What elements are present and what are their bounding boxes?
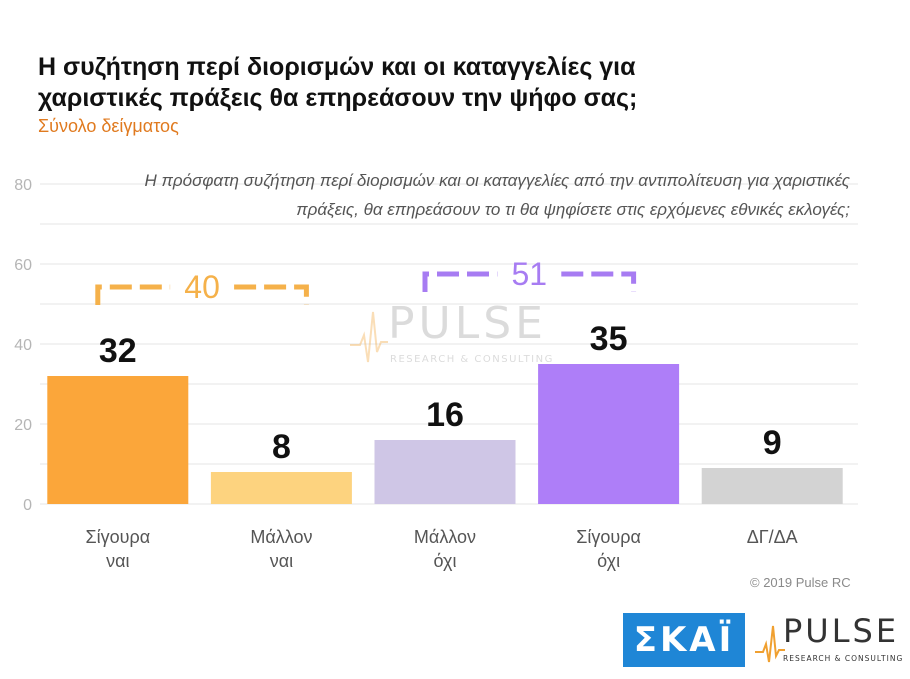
pulse-logo: PULSE RESEARCH & CONSULTING (755, 612, 905, 668)
bar (210, 472, 352, 504)
skai-logo: ΣΚΑΪ (623, 613, 745, 667)
survey-question: Η πρόσφατη συζήτηση περί διορισμών και ο… (144, 171, 851, 219)
x-tick-label: όχι (597, 551, 620, 571)
bar (47, 376, 189, 504)
x-tick-label: Σίγουρα (576, 527, 641, 547)
data-label: 35 (590, 320, 628, 358)
y-tick-label: 80 (14, 177, 32, 194)
watermark-heartbeat-icon (350, 311, 388, 363)
bracket-left (95, 284, 171, 305)
skai-logo-text: ΣΚΑΪ (633, 620, 735, 660)
y-tick-label: 0 (23, 497, 32, 514)
bracket-right (561, 271, 637, 292)
data-label: 8 (272, 428, 291, 466)
chart-subtitle: Σύνολο δείγματος (38, 116, 179, 136)
data-label: 9 (763, 424, 782, 462)
y-tick-label: 20 (14, 417, 32, 434)
x-tick-label: όχι (434, 551, 457, 571)
x-tick-label: Μάλλον (250, 527, 312, 547)
pulse-logo-tagline: RESEARCH & CONSULTING (783, 654, 904, 663)
x-tick-label: ναι (270, 551, 293, 571)
watermark: PULSE RESEARCH & CONSULTING (350, 298, 554, 365)
copyright-note: © 2019 Pulse RC (750, 575, 851, 590)
watermark-text: PULSE (388, 298, 547, 349)
x-tick-label: Σίγουρα (85, 527, 150, 547)
bracket-sum-label: 40 (184, 269, 220, 305)
y-tick-label: 60 (14, 257, 32, 274)
watermark-tagline: RESEARCH & CONSULTING (390, 354, 554, 365)
x-tick-label: ΔΓ/ΔΑ (747, 527, 798, 547)
bracket-left (422, 271, 498, 292)
x-tick-label: Μάλλον (414, 527, 476, 547)
heartbeat-icon (755, 625, 785, 663)
data-label: 16 (426, 396, 464, 434)
bracket-right (234, 284, 309, 305)
data-label: 32 (99, 332, 137, 370)
y-tick-label: 40 (14, 337, 32, 354)
pulse-logo-text: PULSE (783, 612, 900, 650)
bar (701, 468, 843, 504)
chart-title: Η συζήτηση περί διορισμών και οι καταγγε… (38, 53, 638, 112)
bar (538, 364, 680, 504)
bracket-sum-label: 51 (512, 256, 548, 292)
bar (374, 440, 516, 504)
x-tick-label: ναι (106, 551, 129, 571)
